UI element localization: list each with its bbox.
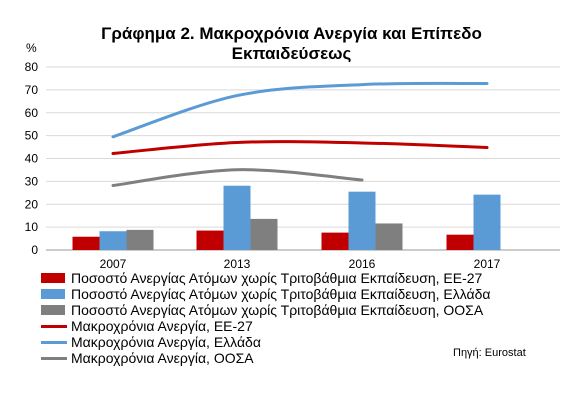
y-tick-label: 20 [25, 197, 39, 211]
bar [126, 229, 154, 250]
legend-swatch [41, 305, 65, 315]
legend-label: Μακροχρόνια Ανεργία, ΕΕ-27 [71, 318, 253, 334]
y-axis-label: % [26, 41, 37, 55]
legend-item: Μακροχρόνια Ανεργία, ΟΟΣΑ [41, 350, 581, 366]
y-tick-label: 30 [25, 174, 39, 188]
bar [223, 185, 251, 250]
axes: 0 10 20 30 40 50 60 70 80% 2007 2013 2016 2017 [25, 41, 501, 270]
series-line [111, 81, 489, 139]
bar [375, 223, 403, 250]
legend-label: Ποσοστό Ανεργίας Ατόμων χωρίς Τριτοβάθμι… [71, 270, 483, 286]
y-tick-label: 60 [25, 106, 39, 120]
x-tick-label: 2016 [349, 257, 376, 270]
lines [111, 81, 489, 187]
bar [99, 231, 127, 250]
x-tick-label: 2007 [100, 257, 127, 270]
y-tick-label: 80 [25, 60, 39, 74]
y-tick-label: 0 [31, 243, 38, 257]
x-tick-label: 2017 [474, 257, 501, 270]
legend-swatch [41, 340, 67, 344]
series-line [111, 168, 364, 187]
bar [473, 194, 501, 250]
bar [321, 232, 349, 250]
bar [348, 191, 376, 250]
bar [72, 236, 100, 250]
bar [196, 230, 224, 250]
legend-swatch [41, 273, 65, 283]
legend: Ποσοστό Ανεργίας Ατόμων χωρίς Τριτοβάθμι… [41, 270, 581, 366]
legend-item: Μακροχρόνια Ανεργία, ΕΕ-27 [41, 318, 581, 334]
legend-swatch [41, 356, 67, 360]
chart-title: Γράφημα 2. Μακροχρόνια Ανεργία και Επίπε… [0, 24, 583, 64]
series-line [111, 140, 489, 155]
chart-title-line1: Γράφημα 2. Μακροχρόνια Ανεργία και Επίπε… [101, 24, 482, 43]
bar [446, 234, 474, 250]
chart-title-line2: Εκπαιδεύσεως [231, 44, 352, 63]
legend-label: Μακροχρόνια Ανεργία, ΟΟΣΑ [71, 350, 254, 366]
y-tick-label: 40 [25, 152, 39, 166]
legend-item: Ποσοστό Ανεργίας Ατόμων χωρίς Τριτοβάθμι… [41, 270, 581, 286]
legend-item: Μακροχρόνια Ανεργία, Ελλάδα [41, 334, 581, 350]
legend-item: Ποσοστό Ανεργίας Ατόμων χωρίς Τριτοβάθμι… [41, 302, 581, 318]
bars [72, 185, 501, 250]
y-tick-label: 70 [25, 83, 39, 97]
legend-swatch [41, 289, 65, 299]
x-tick-label: 2013 [224, 257, 251, 270]
legend-label: Ποσοστό Ανεργίας Ατόμων χωρίς Τριτοβάθμι… [71, 286, 491, 302]
y-tick-label: 50 [25, 129, 39, 143]
chart-plot: 0 10 20 30 40 50 60 70 80% 2007 2013 2016 2017 [25, 41, 560, 270]
legend-label: Ποσοστό Ανεργίας Ατόμων χωρίς Τριτοβάθμι… [71, 302, 484, 318]
legend-swatch [41, 324, 67, 328]
legend-item: Ποσοστό Ανεργίας Ατόμων χωρίς Τριτοβάθμι… [41, 286, 581, 302]
legend-label: Μακροχρόνια Ανεργία, Ελλάδα [71, 334, 261, 350]
source-note: Πηγή: Eurostat [453, 347, 526, 359]
bar [250, 218, 278, 250]
y-tick-label: 10 [25, 220, 39, 234]
